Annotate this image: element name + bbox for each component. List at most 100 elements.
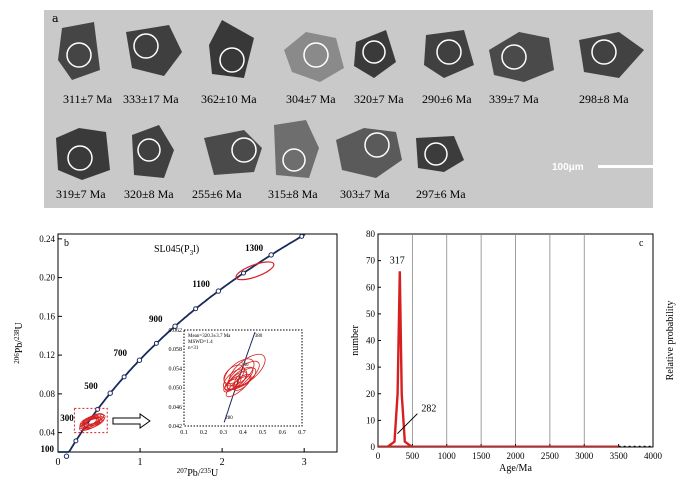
zircon-grain-9 [56,128,110,180]
y-tick-label: 70 [366,256,376,266]
concordia-marker [73,438,79,444]
age-label: 333±17 Ma [123,92,179,106]
x-tick-label: 1500 [472,451,491,461]
concordia-age-label: 300 [60,413,74,423]
sample-label: SL045(P3l) [154,244,199,257]
error-ellipse [81,415,100,427]
inset-error-ellipse [223,364,245,385]
panel-c-letter: c [639,238,644,249]
zircon-grains [56,20,644,180]
x-tick-label: 4000 [644,451,663,461]
zoom-arrow [112,413,151,429]
inset-error-ellipse [223,358,255,387]
concordia-age-label: 1100 [192,279,210,289]
zircon-grain-7 [489,32,554,82]
y-tick-label: 40 [366,336,376,346]
x-tick-label: 0 [56,457,61,468]
x-tick-label: 1000 [438,451,457,461]
inset-concordia-curve [223,332,256,423]
age-label: 290±6 Ma [422,92,472,106]
inset-error-ellipse [223,378,239,393]
y-tick-label: 30 [366,362,376,372]
x-tick-label: 0 [376,451,381,461]
concordia-age-marker [107,390,113,396]
inset-frame [183,329,303,427]
age-label: 304±7 Ma [286,92,336,106]
y-tick-label: 20 [366,389,376,399]
error-ellipse [79,418,101,431]
zircon-grain-3 [209,20,254,78]
age-label: 315±8 Ma [268,187,318,201]
inset-curve-label: 280 [225,416,233,421]
x-tick-label: 3000 [575,451,594,461]
y-tick-label: 0.12 [39,350,55,360]
zircon-grain-13 [336,128,402,178]
scale-bar-label: 100μm [552,162,584,173]
y-axis-label: number [350,325,361,356]
y-tick-label: 0.16 [39,311,55,321]
inset-y-tick-label: 0.062 [169,328,183,334]
age-label: 320±8 Ma [124,187,174,201]
zircon-grain-2 [126,25,182,76]
y-tick-label: 10 [366,415,376,425]
x-tick-label: 2000 [507,451,526,461]
inset-x-tick-label: 0.3 [220,430,228,436]
y-tick-label: 0 [371,442,376,452]
plot-frame [57,233,338,453]
zircon-grain-14 [416,136,464,172]
zircon-grain-10 [132,125,174,178]
age-label: 303±7 Ma [340,187,390,201]
inset-x-tick-label: 0.2 [200,430,208,436]
zircon-grain-4 [284,32,344,82]
right-axis-label: Relative probability [665,301,676,381]
concordia-age-marker [268,252,274,258]
inset-annotation: MSWD=1.4 [188,340,213,345]
x-tick-label: 3500 [610,451,629,461]
concordia-marker [193,306,199,312]
y-tick-label: 60 [366,282,376,292]
error-ellipse [235,261,275,281]
concordia-age-label: 1300 [245,243,264,253]
zircon-cl-panel: a 100μm 311±7 Ma 333±17 Ma 362±10 Ma 304… [44,10,676,208]
y-axis-label: 206Pb/238U [13,321,25,363]
x-axis-label: Age/Ma [499,463,532,474]
concordia-age-marker [172,323,178,329]
inset-annotation: n=31 [188,346,199,351]
concordia-age-label: 900 [149,314,163,324]
zoom-selection-box [73,407,108,434]
y-tick-label: 80 [366,229,376,239]
zircon-grain-8 [579,32,644,78]
zircon-grain-11 [204,130,262,175]
x-tick-label: 1 [138,457,143,468]
panel-b-letter: b [64,238,69,249]
age-label: 298±8 Ma [579,92,629,106]
zircon-grain-6 [424,30,474,78]
concordia-age-marker [63,453,70,459]
age-label: 362±10 Ma [201,92,257,106]
age-label: 339±7 Ma [489,92,539,106]
concordia-marker [240,270,246,276]
x-tick-label: 500 [406,451,420,461]
inset-y-tick-label: 0.058 [169,347,183,353]
concordia-marker [121,374,127,380]
probability-peak [387,271,412,448]
inset-y-tick-label: 0.054 [169,366,183,372]
concordia-chart: 0 1 2 3 0.04 0.08 0.12 0.16 0.20 0.24 207Pb/235U 20… [13,233,338,478]
concordia-age-label: 500 [84,381,98,391]
y-tick-label: 50 [366,309,376,319]
age-histogram-chart: 0 500 1000 1500 2000 2500 3000 3500 4000 0 10 20 30 4… [350,229,676,474]
inset-annotation: Mean=320.3±3.7 Ma [188,334,231,339]
zircon-grain-1 [58,22,100,80]
peak-pointer [397,413,418,435]
scale-bar [598,165,676,168]
inset-error-ellipse [228,353,266,387]
inset-x-tick-label: 0.7 [298,430,306,436]
concordia-marker [299,233,305,239]
y-tick-label: 0.24 [39,234,55,244]
concordia-marker [153,340,159,346]
inset-curve-label: 340 [241,363,249,368]
inset-curve-label: 380 [255,334,263,339]
inset-y-tick-label: 0.042 [169,424,183,430]
inset-x-tick-label: 0.6 [279,430,287,436]
x-tick-label: 2500 [541,451,560,461]
